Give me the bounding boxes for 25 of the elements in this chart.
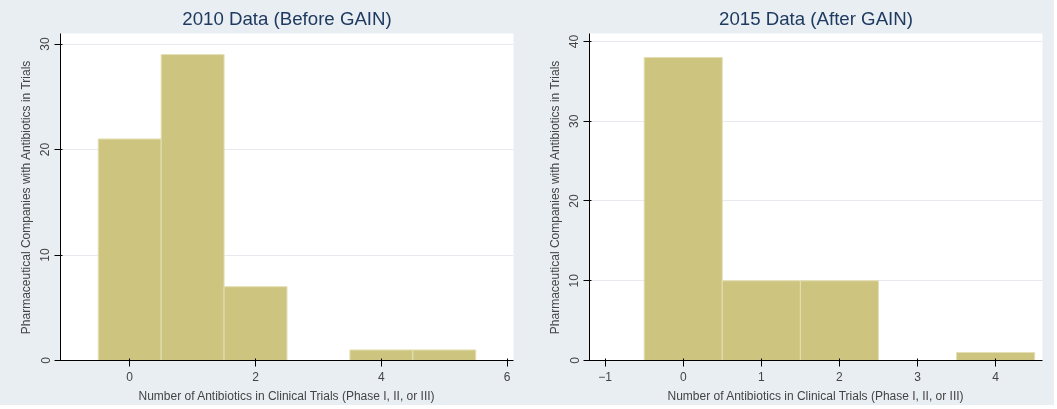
x-axis-title: Number of Antibiotics in Clinical Trials (Phase I, II, or III) [138,388,435,403]
x-tick-label: −1 [598,369,613,384]
y-tick-label: 20 [567,193,582,208]
y-axis-title: Pharmaceutical Companies with Antibiotics in Trials [547,60,562,335]
x-tick-label: 2 [252,369,260,384]
y-axis-title: Pharmaceutical Companies with Antibiotics in Trials [18,60,33,335]
y-tick-label: 0 [38,356,53,364]
x-tick-label: 1 [757,369,765,384]
y-tick-label: 10 [567,273,582,288]
chart-title: 2010 Data (Before GAIN) [182,7,392,29]
y-tick-label: 30 [567,114,582,128]
x-tick-label: 2 [836,369,844,384]
x-tick-label: 4 [992,369,1000,384]
x-tick-label: 0 [679,369,687,384]
x-tick-label: 6 [503,369,511,384]
y-tick-label: 10 [38,248,53,262]
x-tick-label: 3 [914,369,922,384]
x-axis-title: Number of Antibiotics in Clinical Trials (Phase I, II, or III) [667,388,964,403]
chart-title: 2015 Data (After GAIN) [719,7,913,29]
y-tick-label: 0 [567,356,582,364]
y-tick-label: 40 [567,34,582,49]
y-tick-label: 30 [38,37,53,51]
x-tick-label: 4 [378,369,386,384]
x-tick-label: 0 [126,369,134,384]
y-tick-label: 20 [38,142,53,157]
